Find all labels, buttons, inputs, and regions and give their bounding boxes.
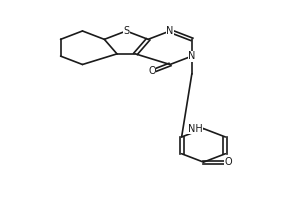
Text: N: N [188, 51, 196, 61]
Text: O: O [148, 66, 156, 76]
Text: S: S [123, 26, 129, 36]
Text: O: O [225, 157, 232, 167]
Text: NH: NH [188, 124, 203, 134]
Text: N: N [166, 26, 174, 36]
